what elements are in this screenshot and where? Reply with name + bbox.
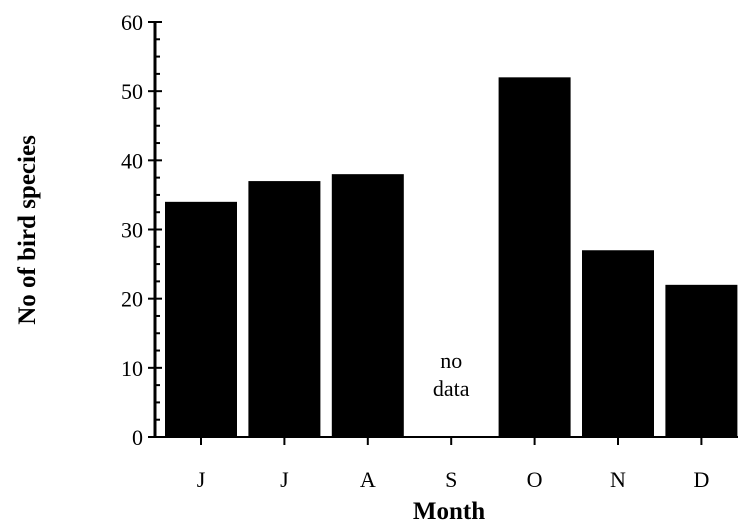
bar-6 <box>665 284 738 437</box>
no-data-annotation: no <box>440 348 462 373</box>
bar-5 <box>582 250 654 437</box>
no-data-annotation: data <box>433 376 470 401</box>
y-axis-title: No of bird species <box>14 135 41 325</box>
annotations: no data <box>433 348 470 401</box>
x-tick-label: J <box>280 467 289 492</box>
bar-4 <box>498 77 571 437</box>
y-tick-label: 50 <box>121 79 143 104</box>
bar-0 <box>165 201 237 437</box>
y-tick-label: 0 <box>132 425 143 450</box>
bar-2 <box>331 174 404 437</box>
bars <box>165 77 738 437</box>
x-tick-label: O <box>527 467 543 492</box>
y-tick-label: 40 <box>121 148 143 173</box>
x-tick-label: A <box>360 467 376 492</box>
x-tick-label: S <box>445 467 457 492</box>
y-tick-label: 30 <box>121 218 143 243</box>
x-tick-label: N <box>610 467 626 492</box>
x-tick-label: J <box>197 467 206 492</box>
y-tick-label: 20 <box>121 287 143 312</box>
y-axis: 0 10 20 30 40 50 60 <box>121 10 162 450</box>
y-tick-label: 10 <box>121 356 143 381</box>
x-axis-title: Month <box>413 498 485 525</box>
bar-1 <box>248 181 321 437</box>
y-tick-label: 60 <box>121 10 143 35</box>
x-tick-label: D <box>693 467 709 492</box>
